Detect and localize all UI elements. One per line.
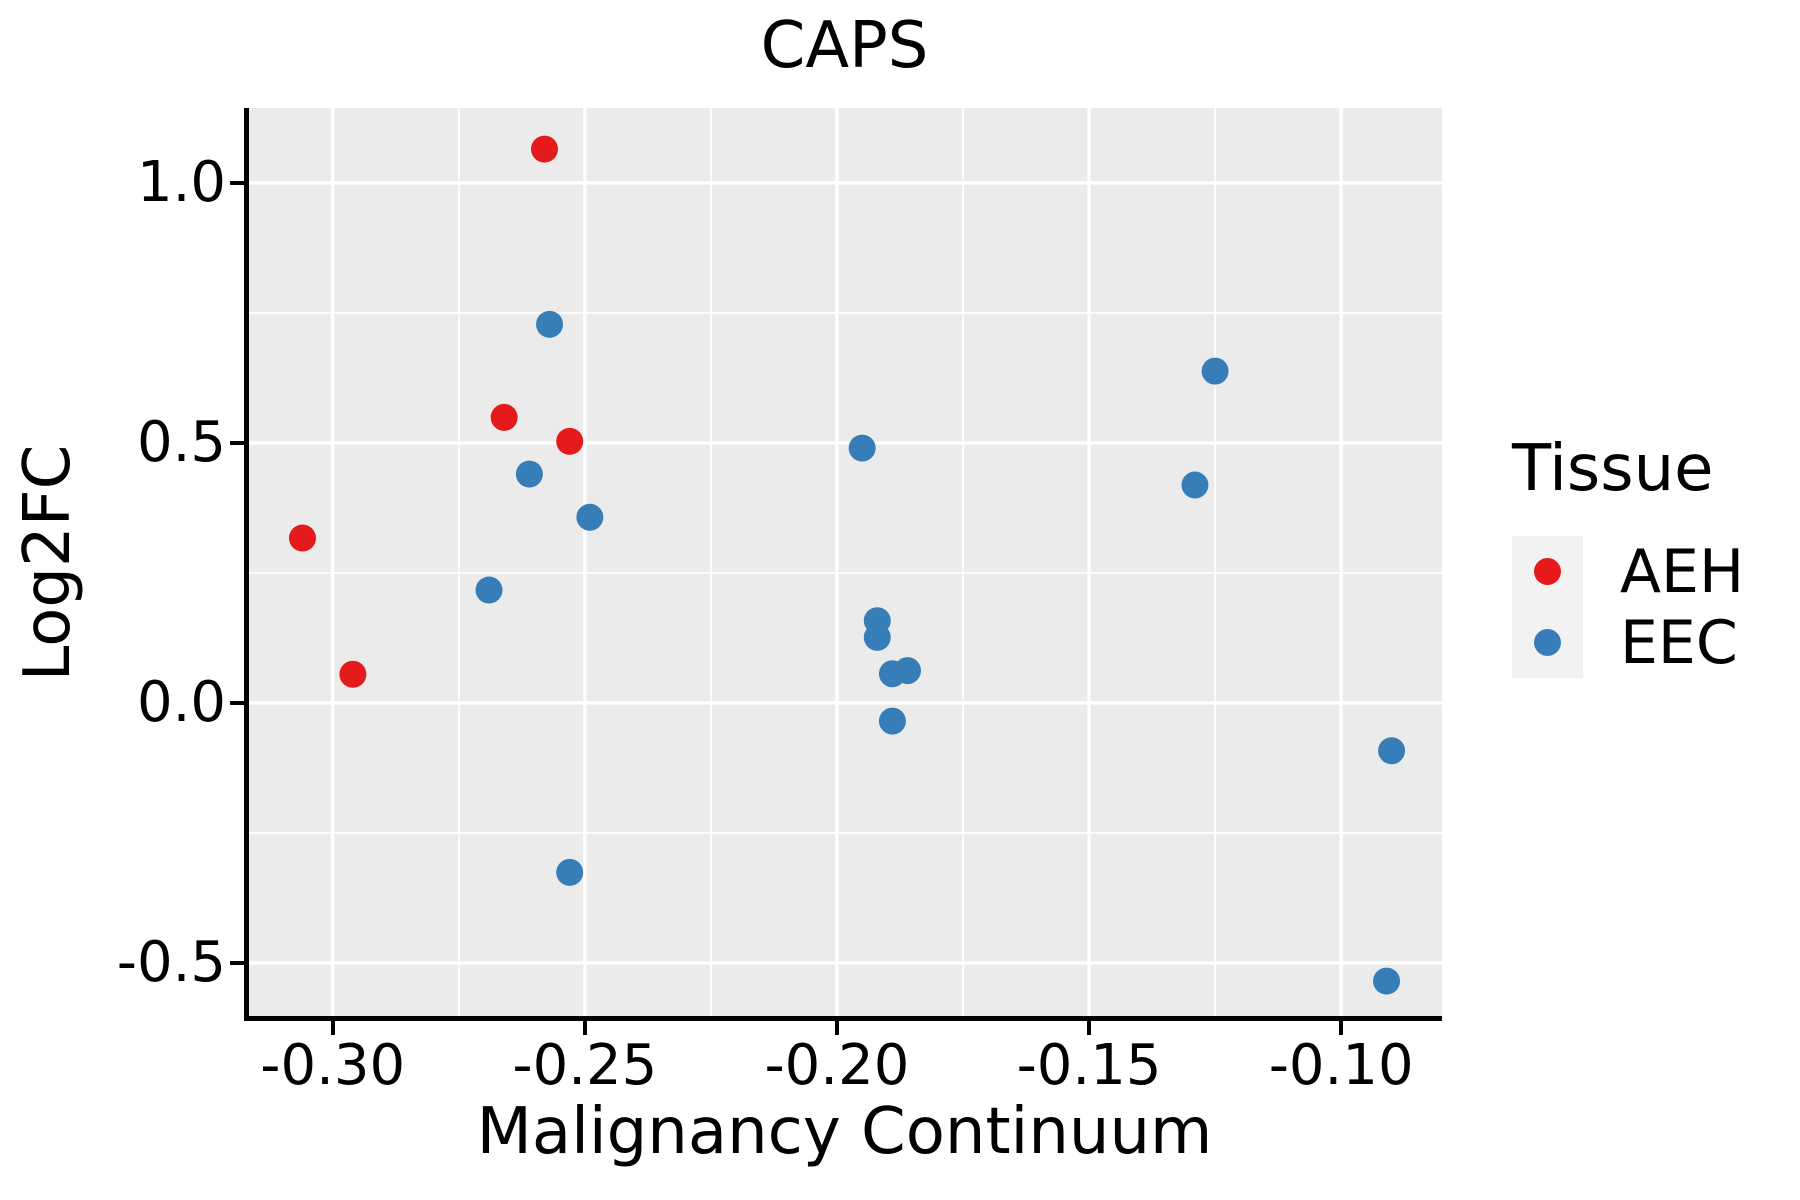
eec-dot-icon xyxy=(1534,629,1561,656)
x-tick-mark xyxy=(582,1021,587,1035)
legend-label-aeh: AEH xyxy=(1620,536,1745,607)
x-axis-title: Malignancy Continuum xyxy=(476,1095,1213,1169)
y-axis-title: Log2FC xyxy=(11,444,85,682)
x-tick-label: -0.20 xyxy=(764,1033,910,1098)
x-tick-mark xyxy=(1087,1021,1092,1035)
data-point-eec xyxy=(1378,737,1406,765)
data-point-eec xyxy=(536,310,564,338)
legend-entry-eec: EEC xyxy=(1512,607,1744,678)
data-point-aeh xyxy=(339,660,367,688)
y-tick-mark xyxy=(230,180,244,185)
data-point-eec xyxy=(475,576,503,604)
y-tick-label: -0.5 xyxy=(116,929,226,995)
data-point-aeh xyxy=(490,403,518,431)
data-point-eec xyxy=(1201,357,1229,385)
y-tick-label: 1.0 xyxy=(136,149,226,215)
data-point-eec xyxy=(1181,471,1209,499)
y-tick-mark xyxy=(230,960,244,965)
legend-label-eec: EEC xyxy=(1620,607,1738,678)
chart-title: CAPS xyxy=(760,9,929,83)
plot-panel xyxy=(247,108,1442,1018)
legend: Tissue AEH EEC xyxy=(1512,432,1744,678)
x-tick-label: -0.15 xyxy=(1016,1033,1162,1098)
y-tick-label: 0.0 xyxy=(136,669,226,735)
y-tick-label: 0.5 xyxy=(136,409,226,475)
data-point-eec xyxy=(878,707,906,735)
data-point-eec xyxy=(515,460,543,488)
data-point-eec xyxy=(1373,967,1401,995)
data-point-aeh xyxy=(556,427,584,455)
x-axis-spine xyxy=(244,1016,1442,1021)
data-point-aeh xyxy=(288,524,316,552)
x-tick-mark xyxy=(834,1021,839,1035)
x-tick-mark xyxy=(330,1021,335,1035)
x-tick-label: -0.25 xyxy=(512,1033,658,1098)
y-tick-mark xyxy=(230,440,244,445)
x-tick-mark xyxy=(1339,1021,1344,1035)
legend-key-eec xyxy=(1512,607,1583,678)
data-point-eec xyxy=(556,858,584,886)
y-axis-spine xyxy=(244,108,249,1021)
aeh-dot-icon xyxy=(1534,558,1561,585)
legend-entry-aeh: AEH xyxy=(1512,536,1744,607)
legend-key-aeh xyxy=(1512,536,1583,607)
data-point-eec xyxy=(863,623,891,651)
scatter-plot xyxy=(247,108,1442,1018)
data-point-aeh xyxy=(530,135,558,163)
data-point-eec xyxy=(576,503,604,531)
data-point-eec xyxy=(848,434,876,462)
x-tick-label: -0.10 xyxy=(1268,1033,1414,1098)
y-tick-mark xyxy=(230,700,244,705)
data-point-eec xyxy=(894,657,922,685)
x-tick-label: -0.30 xyxy=(260,1033,406,1098)
legend-title: Tissue xyxy=(1512,432,1714,506)
